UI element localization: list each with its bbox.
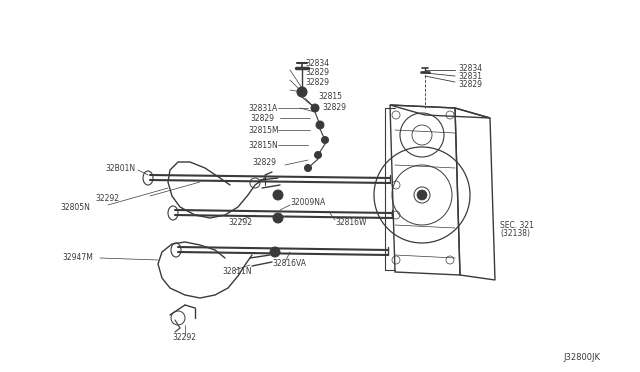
Text: 32292: 32292 bbox=[228, 218, 252, 227]
Circle shape bbox=[316, 121, 324, 129]
Text: 32834: 32834 bbox=[305, 58, 329, 67]
Text: 32292: 32292 bbox=[95, 193, 119, 202]
Circle shape bbox=[297, 87, 307, 97]
Text: 32805N: 32805N bbox=[60, 202, 90, 212]
Text: 32815N: 32815N bbox=[248, 141, 278, 150]
Text: 32009NA: 32009NA bbox=[290, 198, 325, 206]
Text: J32800JK: J32800JK bbox=[563, 353, 600, 362]
Circle shape bbox=[273, 213, 283, 223]
Text: 32829: 32829 bbox=[250, 113, 274, 122]
Text: 32831: 32831 bbox=[458, 71, 482, 80]
Text: 32829: 32829 bbox=[252, 157, 276, 167]
Text: 32811N: 32811N bbox=[222, 267, 252, 276]
Text: 32829: 32829 bbox=[305, 77, 329, 87]
Text: 32B01N: 32B01N bbox=[105, 164, 135, 173]
Circle shape bbox=[417, 190, 427, 200]
Circle shape bbox=[321, 137, 328, 144]
Circle shape bbox=[311, 104, 319, 112]
Text: 32829: 32829 bbox=[458, 80, 482, 89]
Circle shape bbox=[305, 164, 312, 171]
Text: 32292: 32292 bbox=[172, 334, 196, 343]
Text: (32138): (32138) bbox=[500, 228, 530, 237]
Circle shape bbox=[270, 247, 280, 257]
Text: 32815M: 32815M bbox=[248, 125, 278, 135]
Circle shape bbox=[314, 151, 321, 158]
Text: 32829: 32829 bbox=[322, 103, 346, 112]
Text: 32834: 32834 bbox=[458, 64, 482, 73]
Text: 32815: 32815 bbox=[318, 92, 342, 100]
Text: 32816W: 32816W bbox=[335, 218, 367, 227]
Text: SEC. 321: SEC. 321 bbox=[500, 221, 534, 230]
Text: 32831A: 32831A bbox=[248, 103, 277, 112]
Text: 32947M: 32947M bbox=[62, 253, 93, 263]
Circle shape bbox=[273, 190, 283, 200]
Text: 32816VA: 32816VA bbox=[272, 260, 306, 269]
Text: 32829: 32829 bbox=[305, 67, 329, 77]
